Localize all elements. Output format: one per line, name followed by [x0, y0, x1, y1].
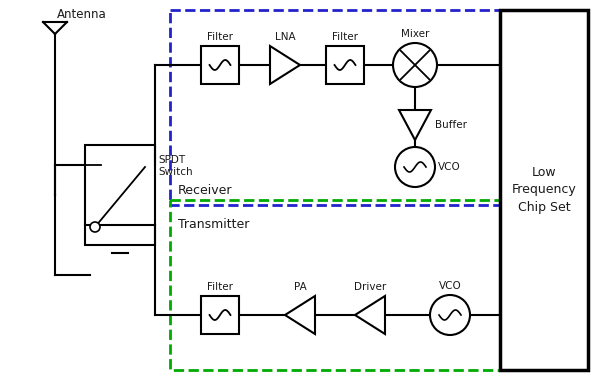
Text: Antenna: Antenna — [57, 8, 107, 21]
Text: Transmitter: Transmitter — [178, 218, 250, 231]
Text: VCO: VCO — [439, 281, 461, 291]
Circle shape — [90, 222, 100, 232]
Bar — [201, 296, 239, 334]
Text: PA: PA — [293, 282, 307, 292]
Bar — [85, 145, 155, 245]
Text: Mixer: Mixer — [401, 29, 429, 39]
Circle shape — [430, 295, 470, 335]
Polygon shape — [270, 46, 300, 84]
Text: VCO: VCO — [438, 162, 461, 172]
Text: Filter: Filter — [332, 32, 358, 42]
Circle shape — [393, 43, 437, 87]
Text: LNA: LNA — [275, 32, 295, 42]
Polygon shape — [285, 296, 315, 334]
Circle shape — [395, 147, 435, 187]
Bar — [201, 46, 239, 84]
Text: Receiver: Receiver — [178, 184, 233, 197]
Polygon shape — [399, 110, 431, 140]
Text: Buffer: Buffer — [435, 120, 467, 130]
Bar — [170, 10, 585, 205]
Text: Low
Frequency
Chip Set: Low Frequency Chip Set — [512, 166, 577, 214]
Text: SPDT
Switch: SPDT Switch — [158, 155, 193, 177]
Text: Filter: Filter — [207, 282, 233, 292]
Text: Filter: Filter — [207, 32, 233, 42]
Bar — [500, 10, 588, 370]
Polygon shape — [355, 296, 385, 334]
Bar — [326, 46, 364, 84]
Bar — [170, 200, 585, 370]
Text: Driver: Driver — [354, 282, 386, 292]
